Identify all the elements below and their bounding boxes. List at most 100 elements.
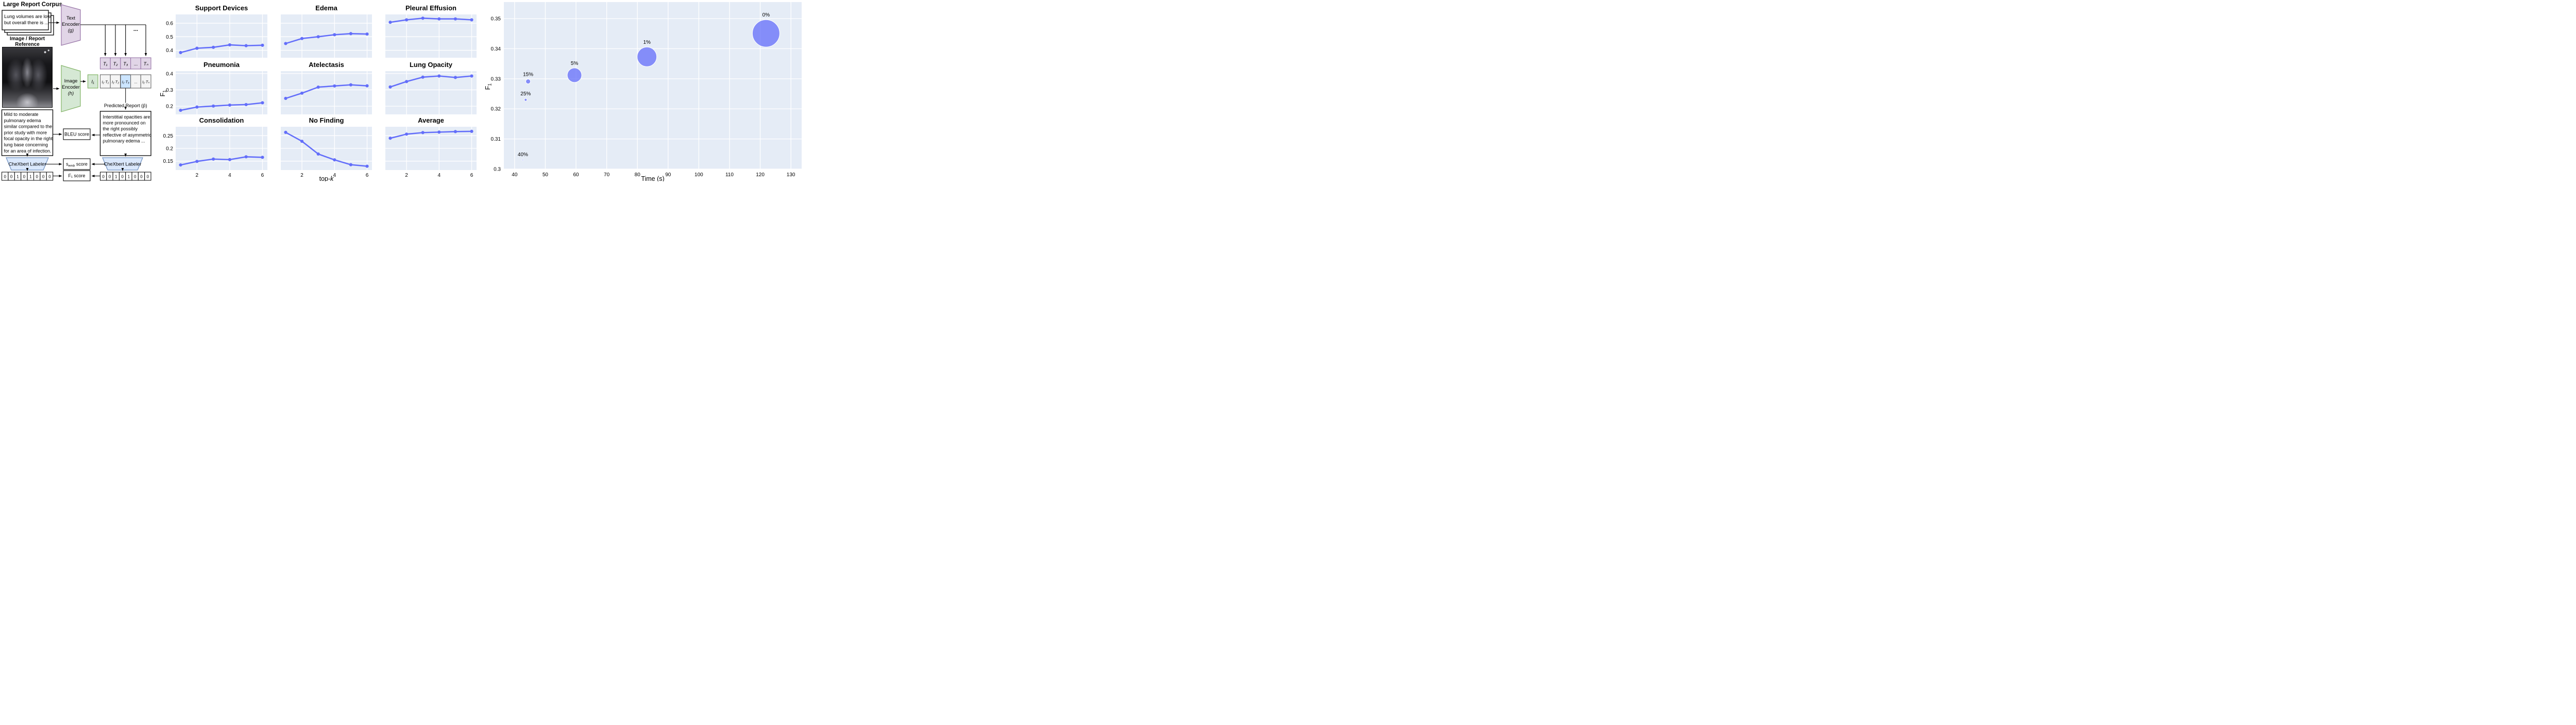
y-tick-label: 0.35	[491, 16, 501, 22]
line-average	[389, 130, 472, 139]
y-tick-label: 0.15	[163, 159, 174, 164]
semb-sub: emb	[69, 164, 75, 168]
point-edema	[349, 32, 353, 36]
facet-pneumonia: Pneumonia 0.2 0.3 0.4	[166, 61, 267, 114]
semb-score-box	[63, 158, 91, 170]
reference-line6: lung base concerning	[4, 142, 48, 147]
model-diagram: Large Report Corpus Lung volumes are low…	[1, 2, 152, 181]
facet-title-average: Average	[418, 116, 444, 124]
bubble-0%	[752, 19, 780, 47]
f1-score-label: F₁ score	[68, 173, 85, 178]
plot-area-support-devices	[176, 14, 267, 58]
predicted-line3: the right possibly	[103, 126, 138, 131]
vector-value: 0	[23, 175, 26, 179]
predicted-report-box: Interstitial opacities are more pronounc…	[99, 111, 152, 156]
point-lung-opacity	[437, 74, 441, 78]
plot-area-atelectasis	[281, 71, 372, 114]
point-no-finding	[365, 164, 369, 168]
x-tick-label: 90	[665, 172, 671, 178]
facet-atelectasis: Atelectasis	[281, 61, 372, 114]
ylabel-base: F	[484, 86, 492, 90]
vector-value: 0	[48, 175, 51, 179]
point-pneumonia	[179, 108, 182, 112]
facet-pleural-effusion: Pleural Effusion	[385, 4, 477, 58]
facet-no-finding: No Finding 2 4 6	[281, 116, 372, 178]
point-atelectasis	[284, 96, 287, 100]
facet-title-consolidation: Consolidation	[199, 116, 244, 124]
xlabel-base: top-	[319, 175, 331, 181]
facet-consolidation: Consolidation 0.15 0.2 0.25 2 4 6	[163, 116, 267, 178]
vector-value: 0	[147, 175, 149, 179]
vector-value: 0	[36, 175, 38, 179]
point-edema	[365, 32, 369, 36]
point-average	[437, 130, 441, 134]
y-tick-label: 0.25	[163, 133, 174, 139]
y-tick-label: 0.6	[166, 21, 173, 27]
image-encoder-block: Image Encoder (h)	[61, 65, 81, 112]
chexbert-left-label: CheXbert Labeler	[9, 162, 46, 167]
facet-average: Average 2 4 6	[385, 116, 477, 178]
facet-edema: Edema	[281, 4, 372, 58]
y-tick-label: 0.2	[166, 146, 173, 152]
point-pleural-effusion	[421, 16, 425, 20]
x-tick-label: 6	[470, 173, 473, 178]
similarity-label: I₁·T₂	[112, 80, 119, 85]
text-encoder-line1: Text	[66, 15, 75, 21]
text-embedding-cell	[140, 57, 151, 70]
y-tick-label: 0.2	[166, 104, 173, 110]
point-lung-opacity	[404, 80, 409, 83]
point-pleural-effusion	[453, 17, 457, 21]
point-pneumonia	[212, 104, 215, 108]
similarity-cell	[140, 74, 151, 89]
facet-xaxis-label: top-k	[319, 175, 334, 181]
bubble-1%	[637, 46, 657, 67]
reference-title-line1: Image / Report	[10, 36, 45, 42]
point-consolidation	[212, 157, 215, 161]
text-encoder-block: Text Encoder (g)	[61, 4, 81, 46]
point-atelectasis	[300, 91, 304, 95]
similarity-label: ...	[134, 80, 137, 85]
charts-panel: Support Devices 0.4 0.5 0.6 Edema Pleural Eff…	[159, 2, 802, 181]
bubble-15%	[525, 79, 531, 85]
vector-value: 1	[128, 175, 130, 179]
facet-support-devices: Support Devices 0.4 0.5 0.6	[166, 4, 267, 58]
reference-line2: pulmonary edema	[4, 118, 41, 123]
text-embedding-label: ...	[134, 61, 138, 66]
bleu-score-label: BLEU score	[64, 132, 89, 137]
bubble-label-5%: 5%	[571, 61, 579, 66]
facet-title-no-finding: No Finding	[309, 116, 344, 124]
facet-lung-opacity: Lung Opacity	[385, 61, 477, 114]
chexbert-labeler-right: CheXbert Labeler	[102, 157, 143, 171]
figure-canvas: Large Report Corpus Lung volumes are low…	[0, 0, 803, 181]
bubble-xaxis-label: Time (s)	[641, 175, 664, 181]
point-no-finding	[349, 163, 353, 166]
point-consolidation	[179, 163, 182, 167]
x-tick-label: 130	[787, 172, 795, 178]
text-embedding-label: Tₙ	[144, 61, 148, 66]
x-tick-label: 100	[694, 172, 703, 178]
point-average	[470, 129, 473, 133]
reference-line7: for an area of infection.	[4, 148, 52, 154]
vector-value: 1	[16, 175, 19, 179]
reference-line5: focal opacity in the right	[4, 136, 53, 141]
reference-line3: similar compared to the	[4, 124, 53, 129]
facet-title-lung-opacity: Lung Opacity	[410, 61, 453, 69]
image-embedding-cell	[87, 74, 98, 89]
xlabel-italic: k	[330, 175, 334, 181]
x-tick-label: 120	[756, 172, 765, 178]
line-pleural-effusion	[389, 18, 472, 23]
y-tick-label: 0.33	[491, 76, 501, 82]
vector-value: 0	[102, 175, 105, 179]
x-tick-label: 4	[228, 173, 231, 178]
point-lung-opacity	[421, 75, 425, 79]
corpus-title: Large Report Corpus	[3, 2, 62, 8]
semb-base: s	[66, 162, 69, 167]
bleu-score-box	[63, 128, 91, 140]
y-tick-label: 0.4	[166, 48, 173, 54]
point-edema	[300, 37, 304, 40]
point-atelectasis	[316, 85, 320, 89]
predicted-report-rect	[99, 111, 151, 156]
branch-ellipsis: ...	[133, 26, 138, 32]
ylabel-base: F	[159, 92, 166, 96]
